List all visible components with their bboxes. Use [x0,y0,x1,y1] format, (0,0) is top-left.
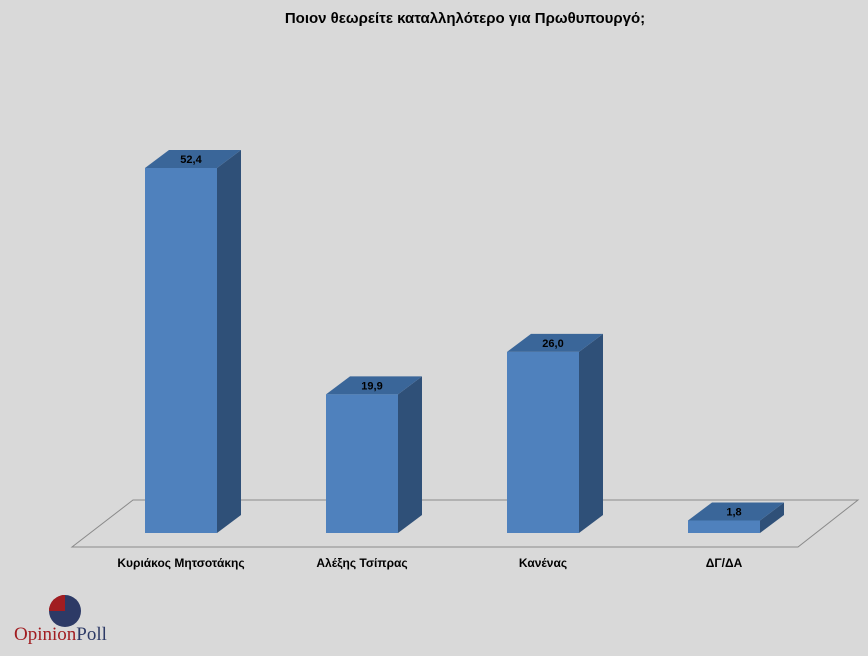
bar-top [145,149,241,168]
bar-front [688,520,760,533]
bar-side [760,502,784,533]
bar [145,149,241,534]
bar-top [326,376,422,395]
data-label: 52,4 [180,154,202,166]
bar-side [217,149,241,534]
logo-text-part: Opinion [14,624,77,645]
data-label: 26,0 [542,338,563,350]
bar-top [688,502,784,521]
data-label: 19,9 [361,380,382,392]
bar-top [507,333,603,352]
chart-title: Ποιον θεωρείτε καταλληλότερο για Πρωθυπο… [285,10,645,27]
bar-front [145,167,217,534]
floor [70,499,860,548]
x-tick-label: Αλέξης Τσίπρας [316,556,407,570]
bar-front [326,394,398,533]
logo-text-part: Poll [76,624,107,645]
x-tick-label: Κυριάκος Μητσοτάκης [117,556,244,570]
logo: OpinionPoll [14,595,107,645]
bar-side [579,333,603,533]
bar [688,502,784,533]
logo-text: OpinionPoll [14,624,107,645]
bar [326,376,422,533]
bar [507,333,603,533]
data-label: 1,8 [726,506,741,518]
bar-front [507,351,579,533]
x-tick-label: Κανένας [519,556,567,570]
x-tick-label: ΔΓ/ΔΑ [706,556,743,570]
logo-slice [49,595,65,611]
bar-side [398,376,422,533]
